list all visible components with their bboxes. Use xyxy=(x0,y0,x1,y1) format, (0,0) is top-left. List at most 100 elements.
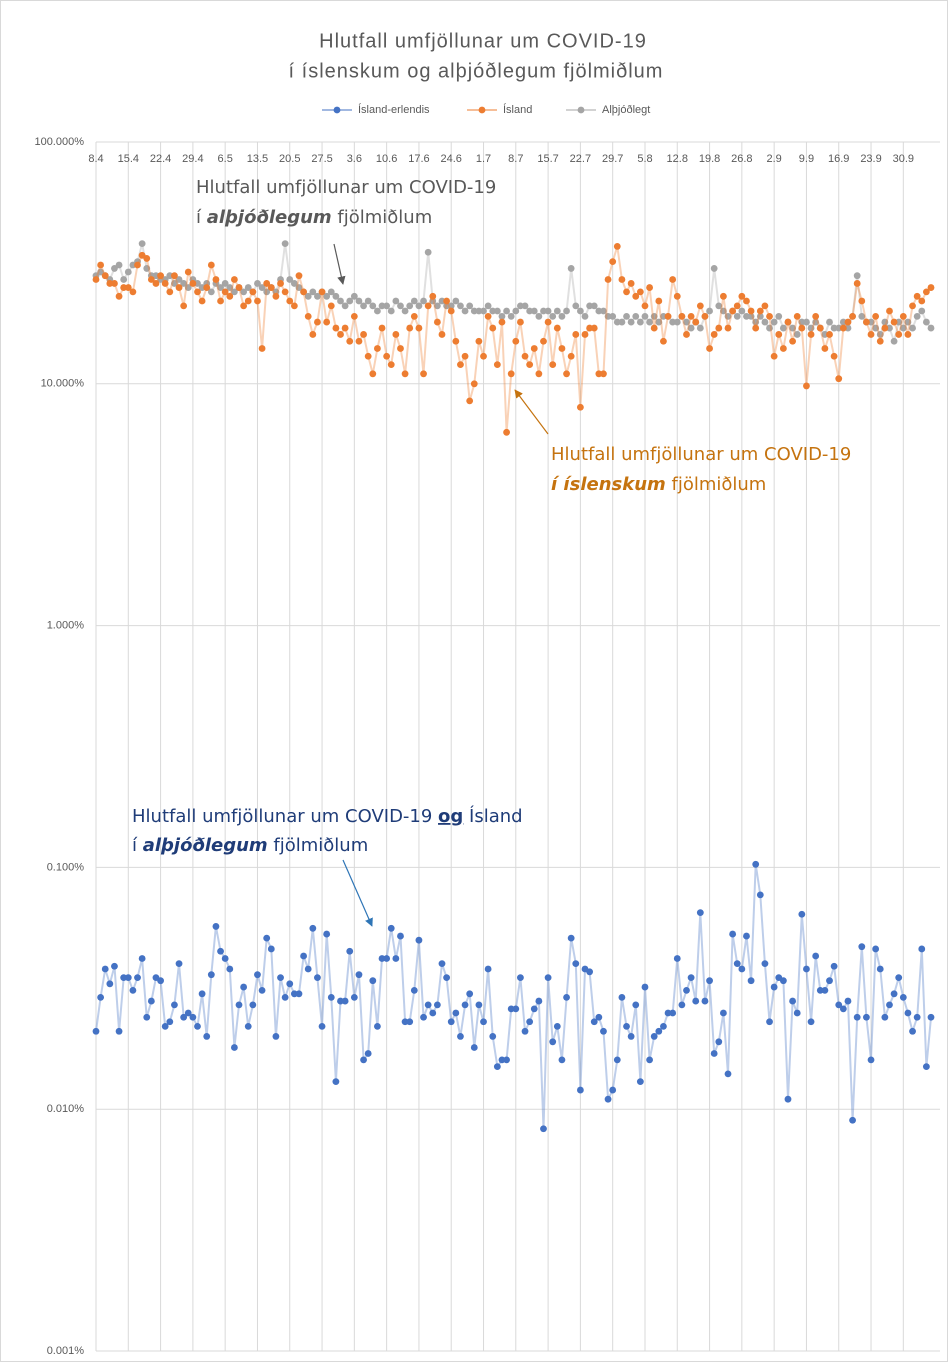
data-point xyxy=(563,307,570,315)
data-point xyxy=(433,318,441,326)
data-point xyxy=(267,945,275,953)
data-point xyxy=(526,361,534,369)
data-point xyxy=(383,352,391,360)
data-point xyxy=(171,280,178,287)
data-point xyxy=(115,261,123,269)
data-point xyxy=(387,361,395,369)
data-point xyxy=(636,288,644,296)
data-point xyxy=(369,977,377,985)
data-point xyxy=(392,955,400,962)
data-point xyxy=(835,1001,843,1009)
data-point xyxy=(111,962,118,970)
legend: Ísland-erlendis Ísland Alþjóðlegt xyxy=(322,103,650,116)
data-point xyxy=(355,971,363,979)
data-point xyxy=(807,331,815,338)
data-point xyxy=(374,307,381,315)
data-point xyxy=(595,1013,603,1021)
data-point xyxy=(627,1033,635,1040)
data-point xyxy=(779,977,787,985)
legend-marker xyxy=(577,106,585,114)
x-tick-label: 24.6 xyxy=(441,153,462,165)
data-point xyxy=(521,352,529,360)
data-point xyxy=(872,324,880,332)
data-point xyxy=(355,337,363,345)
data-point xyxy=(613,243,621,250)
data-point xyxy=(101,272,109,280)
data-point xyxy=(364,352,372,360)
data-point xyxy=(710,331,718,338)
data-point xyxy=(696,909,704,917)
x-tick-label: 1.7 xyxy=(476,153,491,165)
data-point xyxy=(452,337,460,345)
data-point xyxy=(517,318,524,326)
data-point xyxy=(314,974,321,982)
data-point xyxy=(673,292,681,300)
data-point xyxy=(166,1018,174,1026)
data-point xyxy=(733,960,741,968)
data-point xyxy=(922,1063,930,1071)
data-point xyxy=(922,288,930,296)
data-point xyxy=(512,1005,520,1013)
x-tick-label: 27.5 xyxy=(311,153,332,165)
data-point xyxy=(272,292,280,300)
y-tick-label: 0.010% xyxy=(47,1103,85,1115)
data-point xyxy=(756,312,764,320)
annotation-part: Hlutfall umfjöllunar um COVID-19 xyxy=(196,177,496,198)
annotation-part: fjölmiðlum xyxy=(268,835,369,856)
data-point xyxy=(784,318,792,326)
annotation-text: Hlutfall umfjöllunar um COVID-19 xyxy=(196,177,496,198)
data-point xyxy=(120,276,128,283)
data-point xyxy=(863,1013,870,1021)
data-point xyxy=(143,265,151,272)
data-point xyxy=(581,312,589,320)
data-point xyxy=(429,292,437,300)
data-point xyxy=(452,1009,460,1017)
data-point xyxy=(332,324,340,332)
data-point xyxy=(512,307,520,315)
data-point xyxy=(221,288,229,296)
data-point xyxy=(369,302,377,310)
data-point xyxy=(530,1005,538,1013)
data-point xyxy=(863,318,870,326)
data-point xyxy=(899,312,907,320)
data-point xyxy=(775,312,783,320)
data-point xyxy=(240,288,248,296)
data-point xyxy=(406,302,414,310)
data-point xyxy=(470,1044,478,1051)
x-tick-label: 29.7 xyxy=(602,153,623,165)
data-point xyxy=(97,261,105,269)
x-tick-label: 23.9 xyxy=(860,153,881,165)
data-point xyxy=(147,997,155,1005)
data-point xyxy=(447,307,455,315)
data-point xyxy=(341,302,349,310)
data-point xyxy=(323,292,331,300)
x-tick-label: 8.4 xyxy=(88,153,103,165)
data-point xyxy=(692,997,700,1005)
data-point xyxy=(590,302,598,310)
data-point xyxy=(124,974,132,982)
data-point xyxy=(899,993,907,1001)
data-point xyxy=(286,276,294,283)
data-point xyxy=(720,307,727,315)
data-point xyxy=(97,993,105,1001)
data-point xyxy=(530,345,538,352)
data-point xyxy=(793,1009,801,1017)
data-point xyxy=(484,312,492,320)
data-point xyxy=(821,986,829,994)
data-point xyxy=(724,312,732,320)
data-point xyxy=(655,297,663,305)
data-point xyxy=(632,292,640,300)
data-point xyxy=(217,284,224,291)
data-point xyxy=(217,947,224,955)
data-point xyxy=(701,312,709,320)
data-point xyxy=(327,302,335,310)
data-point xyxy=(803,318,810,326)
data-point xyxy=(360,302,367,310)
annotation-text: í alþjóðlegum fjölmiðlum xyxy=(196,207,432,228)
data-point xyxy=(683,331,690,338)
data-point xyxy=(784,1095,792,1103)
data-point xyxy=(397,932,404,940)
data-point xyxy=(240,983,248,991)
data-point xyxy=(872,945,880,953)
data-point xyxy=(420,297,427,305)
